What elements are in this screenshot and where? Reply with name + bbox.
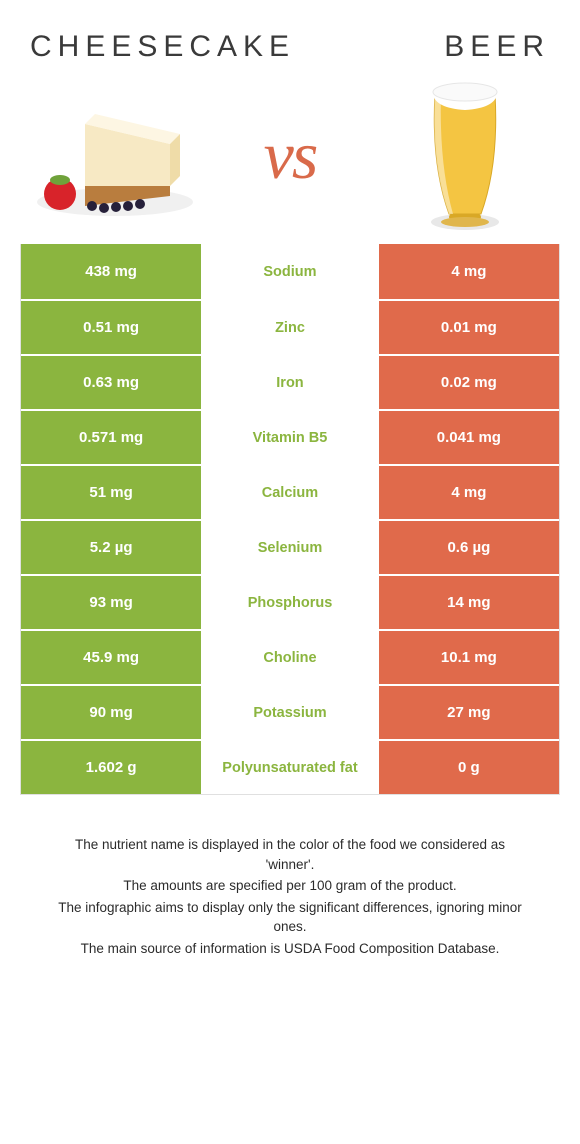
table-row: 51 mgCalcium4 mg [21, 464, 559, 519]
left-value-cell: 90 mg [21, 686, 201, 739]
left-value-cell: 0.51 mg [21, 301, 201, 354]
nutrient-name-cell: Iron [201, 356, 379, 409]
table-row: 45.9 mgCholine10.1 mg [21, 629, 559, 684]
left-value-cell: 93 mg [21, 576, 201, 629]
table-row: 90 mgPotassium27 mg [21, 684, 559, 739]
left-value-cell: 1.602 g [21, 741, 201, 794]
table-row: 5.2 µgSelenium0.6 µg [21, 519, 559, 574]
beer-image [380, 84, 550, 224]
left-value-cell: 0.571 mg [21, 411, 201, 464]
right-value-cell: 4 mg [379, 466, 559, 519]
right-value-cell: 0.041 mg [379, 411, 559, 464]
left-value-cell: 51 mg [21, 466, 201, 519]
right-value-cell: 4 mg [379, 244, 559, 299]
table-row: 0.51 mgZinc0.01 mg [21, 299, 559, 354]
footer-line: The infographic aims to display only the… [50, 898, 530, 937]
table-row: 0.571 mgVitamin B50.041 mg [21, 409, 559, 464]
vs-label: vs [264, 113, 317, 196]
nutrient-name-cell: Selenium [201, 521, 379, 574]
table-row: 438 mgSodium4 mg [21, 244, 559, 299]
right-value-cell: 10.1 mg [379, 631, 559, 684]
table-row: 93 mgPhosphorus14 mg [21, 574, 559, 629]
nutrient-name-cell: Choline [201, 631, 379, 684]
nutrient-name-cell: Vitamin B5 [201, 411, 379, 464]
footer-notes: The nutrient name is displayed in the co… [20, 795, 560, 958]
table-row: 0.63 mgIron0.02 mg [21, 354, 559, 409]
left-value-cell: 5.2 µg [21, 521, 201, 574]
header-row: Cheesecake Beer [20, 30, 560, 74]
infographic-container: Cheesecake Beer vs [0, 0, 580, 958]
right-value-cell: 0.6 µg [379, 521, 559, 574]
nutrient-name-cell: Sodium [201, 244, 379, 299]
left-food-title: Cheesecake [30, 30, 295, 64]
left-value-cell: 438 mg [21, 244, 201, 299]
right-value-cell: 0.01 mg [379, 301, 559, 354]
nutrient-name-cell: Zinc [201, 301, 379, 354]
right-food-title: Beer [444, 30, 550, 64]
left-value-cell: 0.63 mg [21, 356, 201, 409]
cheesecake-image [30, 84, 200, 224]
table-row: 1.602 gPolyunsaturated fat0 g [21, 739, 559, 794]
left-value-cell: 45.9 mg [21, 631, 201, 684]
image-row: vs [20, 74, 560, 244]
cheesecake-icon [30, 84, 200, 224]
right-value-cell: 0.02 mg [379, 356, 559, 409]
right-value-cell: 14 mg [379, 576, 559, 629]
footer-line: The main source of information is USDA F… [50, 939, 530, 959]
beer-glass-icon [405, 74, 525, 234]
footer-line: The nutrient name is displayed in the co… [50, 835, 530, 874]
nutrient-comparison-table: 438 mgSodium4 mg0.51 mgZinc0.01 mg0.63 m… [20, 244, 560, 795]
nutrient-name-cell: Phosphorus [201, 576, 379, 629]
right-value-cell: 27 mg [379, 686, 559, 739]
right-value-cell: 0 g [379, 741, 559, 794]
nutrient-name-cell: Potassium [201, 686, 379, 739]
nutrient-name-cell: Calcium [201, 466, 379, 519]
nutrient-name-cell: Polyunsaturated fat [201, 741, 379, 794]
footer-line: The amounts are specified per 100 gram o… [50, 876, 530, 896]
